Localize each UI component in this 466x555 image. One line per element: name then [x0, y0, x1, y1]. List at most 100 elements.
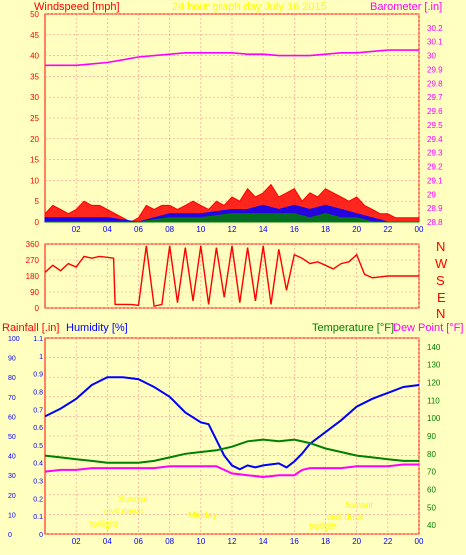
humidity-y-tick-label: 10	[8, 512, 16, 519]
compass-north-bottom: N	[436, 306, 445, 321]
barometer-y-tick-label: 29.6	[427, 107, 443, 116]
compass-labels: N W S E N	[435, 239, 448, 321]
wind-x-tick-label: 12	[228, 225, 237, 234]
humidity-y-tick-label: 20	[8, 493, 16, 500]
windspeed-title: Windspeed [mph]	[34, 1, 120, 13]
wind-x-tick-label: 04	[103, 225, 112, 234]
temp-x-tick-label: 08	[165, 537, 174, 546]
wind-x-tick-label: 06	[134, 225, 143, 234]
compass-west: W	[435, 256, 448, 271]
wind-x-tick-label: 18	[321, 225, 330, 234]
temperature-y-tick-label: 90	[427, 432, 436, 441]
dew-point-f-line	[44, 463, 419, 479]
humidity-y-tick-label: 0	[8, 532, 12, 539]
wind-y-tick-label: 40	[30, 52, 39, 61]
wind-x-tick-label: 14	[259, 225, 268, 234]
temp-x-tick-label: 02	[72, 537, 81, 546]
barometer-y-tick-label: 29	[427, 190, 436, 199]
sunrise-label: Sunrise	[118, 494, 149, 504]
temp-x-tick-label: 00	[415, 537, 424, 546]
dewpoint-title: Dew Point [°F]	[393, 322, 463, 334]
wind-y-tick-label: 30	[30, 93, 39, 102]
temperature-chart: 010203040506070809010000.10.20.30.40.50.…	[8, 336, 441, 546]
barometer-y-tick-label: 29.4	[427, 135, 443, 144]
humidity-y-tick-label: 90	[8, 356, 16, 363]
direction-y-tick-label: 90	[30, 288, 39, 297]
sun-annotations: Sunrise civil dawn twilight Midday Sunse…	[90, 494, 374, 531]
barometer-y-tick-label: 29.1	[427, 176, 443, 185]
wind-x-tick-label: 16	[290, 225, 299, 234]
temp-x-tick-label: 14	[259, 537, 268, 546]
wind-x-tick-label: 20	[352, 225, 361, 234]
graph-title: 24 hour graph day July 16 2015	[172, 1, 327, 13]
temperature-f-line	[44, 438, 419, 464]
wind-x-tick-label: 00	[415, 225, 424, 234]
humidity-y-tick-label: 30	[8, 473, 16, 480]
barometer-y-tick-label: 29.3	[427, 149, 443, 158]
wind-y-tick-label: 20	[30, 135, 39, 144]
wind-x-tick-label: 10	[196, 225, 205, 234]
rainfall-y-tick-label: 0.3	[33, 479, 43, 486]
wind-y-tick-label: 35	[30, 72, 39, 81]
temperature-y-tick-label: 120	[427, 379, 441, 388]
temperature-y-tick-label: 70	[427, 468, 436, 477]
barometer-y-tick-label: 30	[427, 52, 436, 61]
wind-x-tick-label: 08	[165, 225, 174, 234]
rainfall-y-tick-label: 0.9	[33, 372, 43, 379]
temp-x-tick-label: 10	[196, 537, 205, 546]
rainfall-y-tick-label: 0.7	[33, 407, 43, 414]
temp-x-tick-label: 12	[228, 537, 237, 546]
temp-x-tick-label: 20	[352, 537, 361, 546]
rainfall-y-tick-label: 0.1	[33, 514, 43, 521]
humidity-y-tick-label: 70	[8, 395, 16, 402]
wind-y-tick-label: 45	[30, 31, 39, 40]
direction-chart: 0 90 180 270 360	[26, 240, 420, 313]
barometer-y-tick-label: 28.9	[427, 204, 443, 213]
barometer-y-tick-label: 29.7	[427, 93, 443, 102]
humidity-y-tick-label: 40	[8, 454, 16, 461]
rainfall-y-tick-label: 0.2	[33, 496, 43, 503]
sunset-label: Sunset	[345, 500, 374, 510]
temp-x-tick-label: 04	[103, 537, 112, 546]
direction-y-tick-label: 270	[26, 256, 40, 265]
twilight-dusk-label: twilight	[309, 521, 337, 531]
barometer-y-tick-label: 30.1	[427, 38, 443, 47]
direction-y-tick-label: 360	[26, 240, 40, 249]
rainfall-y-tick-label: 1.1	[33, 336, 43, 343]
compass-north-top: N	[436, 239, 445, 254]
civil-dusk-label: civil dusk	[327, 512, 364, 522]
twilight-label: twilight	[90, 519, 118, 529]
rainfall-y-tick-label: 0.5	[33, 443, 43, 450]
humidity-y-tick-label: 50	[8, 434, 16, 441]
compass-south: S	[436, 273, 445, 288]
compass-east: E	[437, 290, 446, 305]
humidity-line	[44, 376, 420, 471]
temperature-y-tick-label: 100	[427, 414, 441, 423]
humidity-title: Humidity [%]	[66, 322, 128, 334]
barometer-y-tick-label: 29.8	[427, 79, 443, 88]
humidity-y-tick-label: 100	[8, 336, 20, 343]
barometer-y-tick-label: 29.2	[427, 163, 443, 172]
temperature-y-tick-label: 130	[427, 361, 441, 370]
temperature-y-tick-label: 110	[427, 396, 440, 405]
wind-y-tick-label: 50	[30, 10, 39, 19]
barometer-y-tick-label: 29.5	[427, 121, 443, 130]
rainfall-y-tick-label: 0	[39, 532, 43, 539]
direction-y-tick-label: 180	[26, 272, 40, 281]
wind-y-tick-label: 25	[30, 114, 39, 123]
rainfall-y-tick-label: 1	[39, 354, 43, 361]
direction-y-tick-label: 0	[35, 304, 40, 313]
civil-dawn-label: civil dawn	[104, 506, 143, 516]
rainfall-y-tick-label: 0.8	[33, 389, 43, 396]
rainfall-y-tick-label: 0.4	[33, 461, 43, 468]
temperature-y-tick-label: 50	[427, 503, 436, 512]
wind-y-tick-label: 10	[30, 176, 39, 185]
temp-x-tick-label: 06	[134, 537, 143, 546]
barometer-y-tick-label: 30.2	[427, 24, 443, 33]
temp-x-tick-label: 22	[383, 537, 392, 546]
humidity-y-tick-label: 60	[8, 414, 16, 421]
wind-x-tick-label: 22	[383, 225, 392, 234]
wind-y-tick-label: 15	[30, 156, 39, 165]
wind-y-tick-label: 0	[35, 218, 40, 227]
